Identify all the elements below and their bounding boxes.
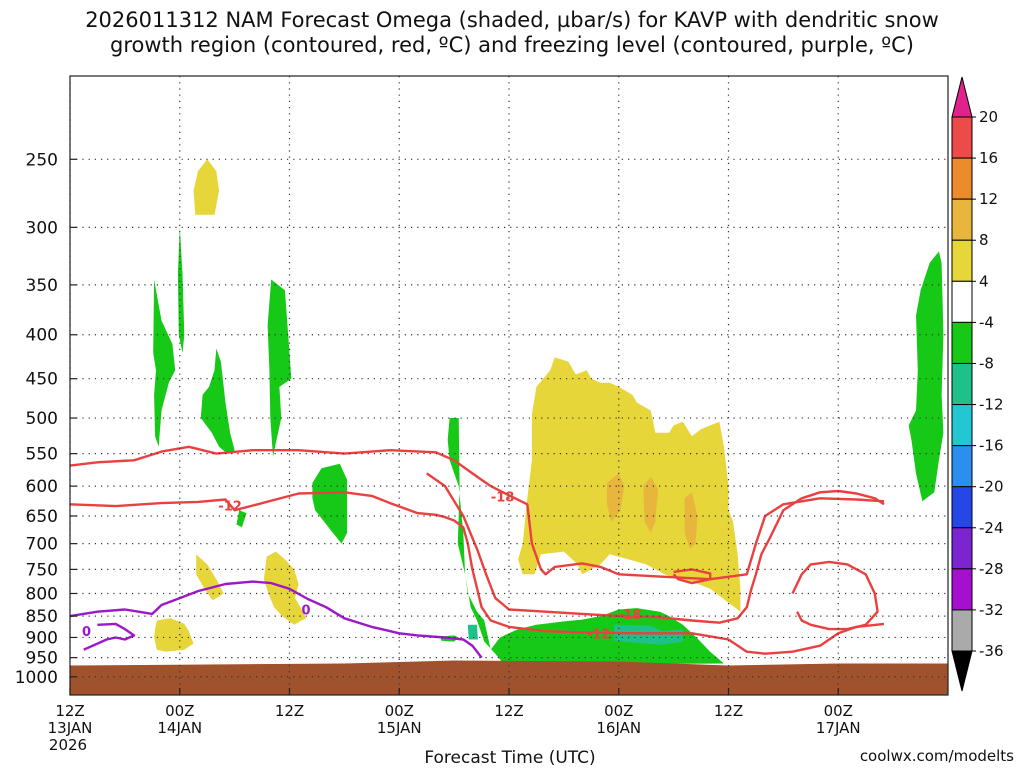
omega-region xyxy=(154,618,194,652)
colorbar-bin xyxy=(951,362,973,406)
colorbar-bottom-arrow xyxy=(951,650,973,692)
purple-contour xyxy=(83,622,136,651)
chart-title-line2: growth region (contoured, red, ºC) and f… xyxy=(110,33,914,57)
colorbar-top-arrow xyxy=(951,76,973,118)
omega-region xyxy=(518,357,741,612)
omega-region xyxy=(153,279,176,447)
omega-region xyxy=(177,227,185,353)
omega-region xyxy=(200,348,235,454)
contour-label: 0 xyxy=(301,603,310,618)
omega-region xyxy=(447,418,724,665)
x-tick-label: 15JAN xyxy=(377,719,422,737)
y-tick-label: 600 xyxy=(26,477,58,497)
y-tick-label: 650 xyxy=(26,507,58,527)
y-tick-label: 450 xyxy=(26,370,58,390)
colorbar-bin xyxy=(951,157,973,200)
colorbar-bin xyxy=(951,198,973,241)
x-tick-label: 00Z xyxy=(604,702,633,720)
chart-title-line1: 2026011312 NAM Forecast Omega (shaded, µ… xyxy=(85,8,939,32)
x-tick-label: 2026 xyxy=(49,736,87,754)
colorbar-bin xyxy=(951,445,973,488)
purple-contour xyxy=(70,580,483,659)
x-tick-label: 00Z xyxy=(165,702,194,720)
y-tick-label: 950 xyxy=(26,649,58,669)
x-tick-label: 16JAN xyxy=(596,719,641,737)
y-tick-label: 350 xyxy=(26,276,58,296)
omega-region xyxy=(467,624,478,640)
omega-region xyxy=(643,476,659,533)
contour-label: -18 xyxy=(491,491,515,506)
contour-label: -18 xyxy=(618,608,642,623)
y-tick-label: 1000 xyxy=(15,668,58,688)
red-contour xyxy=(791,560,879,631)
omega-region xyxy=(606,473,625,522)
omega-region xyxy=(312,463,348,544)
omega-region xyxy=(236,510,247,528)
colorbar-label: -8 xyxy=(979,354,994,372)
y-tick-label: 700 xyxy=(26,535,58,555)
colorbar-bin xyxy=(951,527,973,570)
omega-region xyxy=(684,492,698,549)
colorbar-bin xyxy=(951,609,973,652)
x-tick-label: 00Z xyxy=(824,702,853,720)
colorbar-bin xyxy=(951,321,973,364)
colorbar-label: 12 xyxy=(979,190,998,208)
y-tick-label: 750 xyxy=(26,560,58,580)
x-tick-label: 17JAN xyxy=(816,719,861,737)
colorbar-label: -12 xyxy=(979,396,1004,414)
x-tick-label: 12Z xyxy=(714,702,743,720)
colorbar-label: -4 xyxy=(979,313,994,331)
x-tick-label: 13JAN xyxy=(48,719,93,737)
colorbar-label: 16 xyxy=(979,149,998,167)
y-tick-label: 500 xyxy=(26,409,58,429)
y-tick-label: 250 xyxy=(26,150,58,170)
x-tick-label: 00Z xyxy=(385,702,414,720)
colorbar-label: -24 xyxy=(979,519,1004,537)
contour-label: 0 xyxy=(82,625,91,640)
chart-title: 2026011312 NAM Forecast Omega (shaded, µ… xyxy=(0,8,1024,58)
x-tick-label: 12Z xyxy=(494,702,523,720)
y-tick-label: 400 xyxy=(26,326,58,346)
red-contour xyxy=(672,568,712,585)
red-contour xyxy=(426,472,885,624)
colorbar-label: -16 xyxy=(979,437,1004,455)
y-tick-label: 550 xyxy=(26,445,58,465)
x-axis-label: Forecast Time (UTC) xyxy=(424,748,595,768)
colorbar-bin xyxy=(951,568,973,611)
colorbar-bin xyxy=(951,404,973,447)
colorbar-label: 20 xyxy=(979,108,998,126)
omega-region xyxy=(614,624,683,645)
colorbar-label: -28 xyxy=(979,560,1004,578)
red-contour xyxy=(70,445,885,581)
omega-region xyxy=(267,279,292,457)
y-tick-label: 850 xyxy=(26,607,58,627)
contour-label: -12 xyxy=(218,499,242,514)
contour-label: -12 xyxy=(587,627,611,642)
colorbar-bin xyxy=(951,486,973,529)
y-tick-label: 900 xyxy=(26,628,58,648)
omega-region xyxy=(193,159,220,215)
colorbar-label: -20 xyxy=(979,478,1004,496)
omega-region xyxy=(908,251,944,502)
credit-text: coolwx.com/modelts xyxy=(860,747,1014,765)
colorbar-bin xyxy=(951,280,973,323)
colorbar-bin xyxy=(951,116,973,159)
omega-region xyxy=(196,554,224,601)
x-tick-label: 12Z xyxy=(275,702,304,720)
y-tick-label: 300 xyxy=(26,218,58,238)
colorbar-label: -32 xyxy=(979,601,1004,619)
y-tick-label: 800 xyxy=(26,584,58,604)
colorbar-bin xyxy=(951,239,973,282)
x-tick-label: 14JAN xyxy=(157,719,202,737)
colorbar-label: 8 xyxy=(979,231,989,249)
colorbar-label: -36 xyxy=(979,642,1004,660)
x-tick-label: 12Z xyxy=(55,702,84,720)
colorbar-label: 4 xyxy=(979,272,989,290)
